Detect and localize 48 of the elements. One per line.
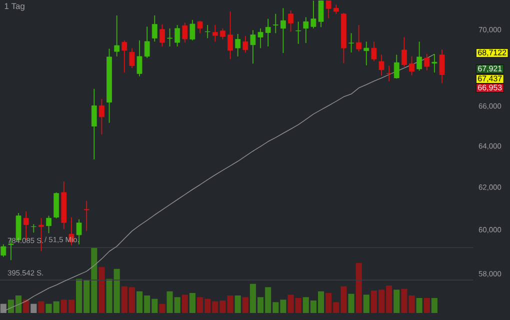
candlestick [401, 36, 407, 67]
candlestick [303, 16, 309, 44]
candlestick [114, 15, 120, 57]
candlestick [378, 54, 384, 76]
candlestick [46, 215, 52, 234]
line-series [3, 54, 435, 312]
candlestick [296, 21, 302, 44]
candlestick [333, 4, 339, 14]
candlestick [265, 18, 271, 47]
candlestick [167, 28, 172, 47]
candlestick [416, 41, 422, 72]
candlestick [326, 0, 332, 19]
candlestick [160, 24, 165, 47]
candlestick [190, 19, 196, 41]
candlestick [152, 15, 158, 42]
candlestick [288, 10, 294, 32]
candlestick [212, 24, 218, 42]
candlestick [54, 192, 60, 219]
candlestick [38, 218, 44, 252]
candlestick [220, 28, 226, 40]
candlestick [136, 40, 142, 77]
candlestick [129, 48, 135, 68]
candlestick [0, 244, 6, 258]
candlestick [348, 32, 354, 53]
candlestick [356, 24, 362, 52]
candlestick [84, 200, 90, 232]
candlestick [409, 56, 414, 76]
candlestick [386, 65, 392, 82]
candlestick [91, 88, 97, 160]
candlestick [144, 26, 150, 58]
candlestick [242, 36, 248, 53]
candlestick [364, 41, 370, 66]
candlestick [122, 40, 128, 73]
candlestick [272, 13, 278, 34]
candlestick [30, 224, 36, 234]
candlestick [228, 11, 233, 60]
candlestick [439, 49, 445, 84]
candlestick [394, 54, 400, 80]
candlestick [424, 54, 430, 71]
candlestick [174, 24, 180, 47]
candlestick [235, 34, 241, 57]
candlestick [182, 22, 188, 43]
candlestick [280, 8, 286, 54]
candlestick [99, 98, 104, 135]
chart-title: 1 Tag [4, 3, 24, 11]
candlestick [197, 20, 203, 34]
candlestick [371, 41, 377, 62]
candlestick [432, 54, 438, 73]
